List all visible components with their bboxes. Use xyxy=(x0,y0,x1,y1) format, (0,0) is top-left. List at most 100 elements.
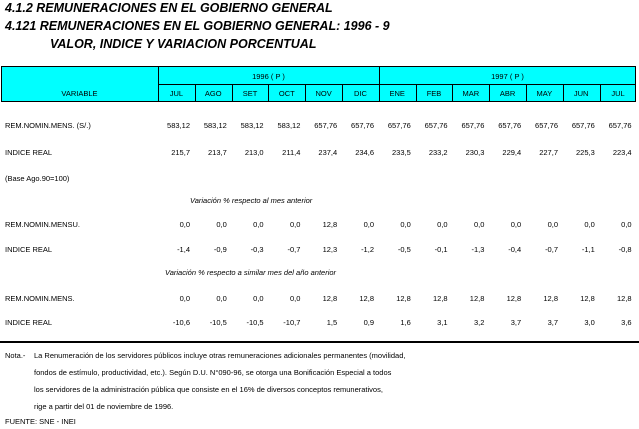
table-cell: 3,6 xyxy=(621,318,632,327)
row-label: REM.NOMIN.MENS. (S/.) xyxy=(5,121,91,130)
table-cell: 215,7 xyxy=(171,148,190,157)
note-line: La Renumeración de los servidores públic… xyxy=(34,351,406,360)
table-cell: -10,7 xyxy=(283,318,301,327)
table-cell: 233,5 xyxy=(392,148,411,157)
source-note: FUENTE: SNE - INEI xyxy=(5,417,76,426)
table-cell: 0,0 xyxy=(216,294,227,303)
table-cell: 211,4 xyxy=(282,148,301,157)
table-cell: -1,1 xyxy=(581,245,595,254)
caption-monthly-variation: Variación % respecto al mes anterior xyxy=(190,196,313,205)
table-cell: 227,7 xyxy=(539,148,558,157)
row-label: REM.NOMIN.MENS. xyxy=(5,294,75,303)
table-cell: 237,4 xyxy=(318,148,338,157)
table-cell: 233,2 xyxy=(428,148,448,157)
row-label: INDICE REAL xyxy=(5,148,53,157)
table-cell: 657,76 xyxy=(571,121,595,130)
table-cell: 234,6 xyxy=(355,148,374,157)
table-cell: 657,76 xyxy=(498,121,522,130)
table-cell: 3,7 xyxy=(547,318,558,327)
caption-annual-variation: Variación % respecto a similar mes del a… xyxy=(165,268,337,277)
table-cell: 12,8 xyxy=(322,294,338,303)
header-divider xyxy=(231,84,233,102)
header-month: JUN xyxy=(573,89,589,98)
header-divider xyxy=(526,84,527,102)
table-cell: -0,8 xyxy=(618,245,632,254)
header-month: SET xyxy=(242,89,258,98)
table-cell: 657,76 xyxy=(608,121,632,130)
table-cell: 0,0 xyxy=(400,220,411,229)
table-cell: 583,12 xyxy=(240,121,264,130)
table-cell: -1,4 xyxy=(177,245,190,254)
header-divider xyxy=(415,84,417,102)
table-cell: -10,5 xyxy=(246,318,264,327)
section-title: 4.1.2 REMUNERACIONES EN EL GOBIERNO GENE… xyxy=(5,1,333,15)
note-line: los servidores de la administración públ… xyxy=(34,385,383,394)
table-cell: 0,0 xyxy=(473,220,485,229)
header-divider xyxy=(599,84,601,102)
table-cell: 229,4 xyxy=(502,148,522,157)
table-cell: 3,7 xyxy=(510,318,522,327)
table-cell: 0,0 xyxy=(584,220,595,229)
note-prefix: Nota.- xyxy=(5,351,26,360)
table-cell: 583,12 xyxy=(167,121,190,130)
header-divider xyxy=(452,84,454,102)
header-divider xyxy=(268,84,270,102)
row-label: INDICE REAL xyxy=(5,318,53,327)
header-year-1996: 1996 ( P ) xyxy=(252,72,285,81)
divider xyxy=(0,341,639,343)
table-cell: 1,5 xyxy=(326,318,338,327)
table-cell: 12,8 xyxy=(359,294,374,303)
header-month: JUL xyxy=(169,89,184,98)
table-cell: 12,8 xyxy=(506,294,522,303)
header-divider xyxy=(342,84,343,102)
table-cell: 657,76 xyxy=(314,121,338,130)
header-divider xyxy=(489,84,491,102)
base-note: (Base Ago.90=100) xyxy=(5,174,70,183)
table-cell: 0,9 xyxy=(363,318,374,327)
header-divider xyxy=(379,66,380,102)
header-month: FEB xyxy=(426,89,442,98)
table-cell: 12,8 xyxy=(616,294,632,303)
table-cell: 0,0 xyxy=(253,294,264,303)
table-subtitle: VALOR, INDICE Y VARIACION PORCENTUAL xyxy=(50,37,317,51)
row-label: REM.NOMIN.MENSU. xyxy=(5,220,80,229)
table-cell: 657,76 xyxy=(535,121,558,130)
header-month: JUL xyxy=(611,89,625,98)
table-cell: 657,76 xyxy=(424,121,448,130)
table-cell: 213,7 xyxy=(208,148,227,157)
table-cell: 223,4 xyxy=(612,148,632,157)
table-cell: -0,4 xyxy=(508,245,522,254)
table-cell: -0,3 xyxy=(250,245,264,254)
table-cell: 0,0 xyxy=(510,220,522,229)
table-cell: 12,8 xyxy=(396,294,411,303)
table-cell: 213,0 xyxy=(244,148,264,157)
table-title: 4.121 REMUNERACIONES EN EL GOBIERNO GENE… xyxy=(5,19,390,33)
header-month: NOV xyxy=(315,89,332,98)
table-cell: 0,0 xyxy=(289,294,301,303)
table-cell: 0,0 xyxy=(437,220,448,229)
header-month: DIC xyxy=(353,89,367,98)
table-cell: 12,8 xyxy=(543,294,558,303)
table-cell: 0,0 xyxy=(621,220,632,229)
header-divider xyxy=(194,84,196,102)
table-cell: 12,8 xyxy=(432,294,448,303)
table-cell: 657,76 xyxy=(351,121,374,130)
header-year-1997: 1997 ( P ) xyxy=(491,72,524,81)
table-cell: 3,2 xyxy=(473,318,485,327)
table-cell: 657,76 xyxy=(387,121,411,130)
table-cell: 0,0 xyxy=(253,220,264,229)
table-cell: 12,8 xyxy=(580,294,595,303)
table-cell: 0,0 xyxy=(179,294,190,303)
table-cell: 1,6 xyxy=(400,318,411,327)
table-cell: 3,0 xyxy=(584,318,595,327)
table-cell: 3,1 xyxy=(437,318,448,327)
header-month: ABR xyxy=(499,89,516,98)
table-cell: 0,0 xyxy=(289,220,301,229)
table-cell: 230,3 xyxy=(465,148,485,157)
table-cell: 657,76 xyxy=(461,121,485,130)
table-cell: -0,9 xyxy=(213,245,227,254)
table-cell: -10,6 xyxy=(172,318,190,327)
table-cell: -0,7 xyxy=(545,245,558,254)
table-cell: 0,0 xyxy=(363,220,374,229)
table-cell: 583,12 xyxy=(277,121,301,130)
